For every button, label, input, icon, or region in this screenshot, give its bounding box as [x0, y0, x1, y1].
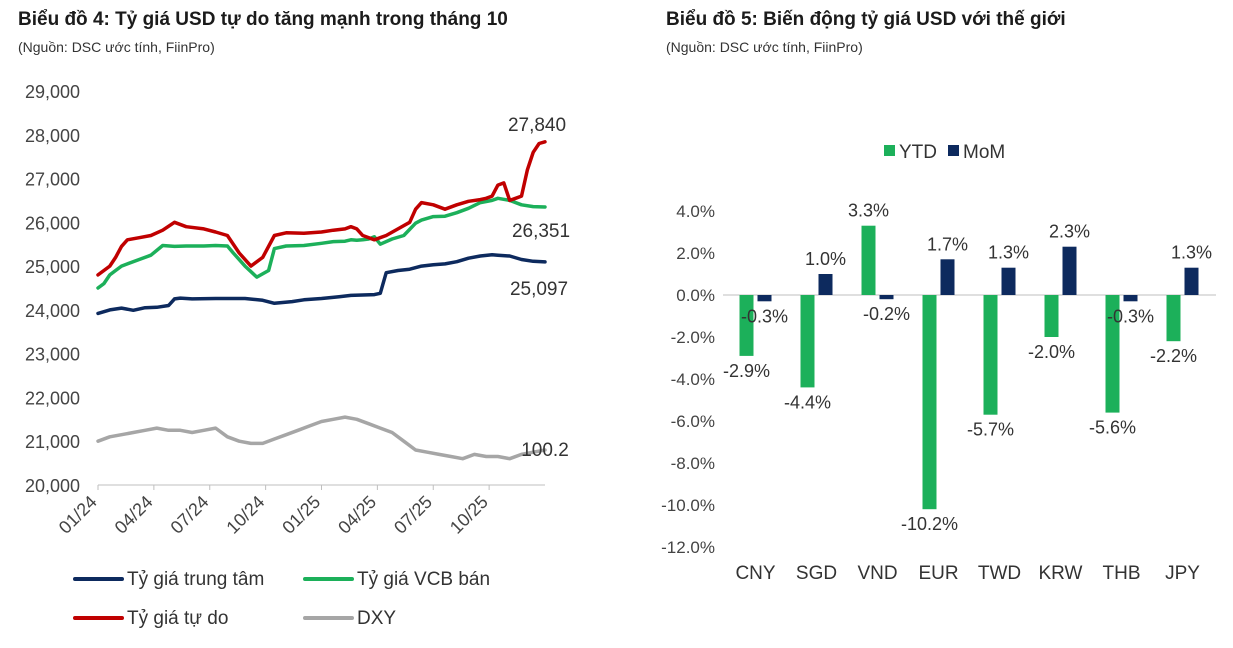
category-label: CNY	[735, 563, 775, 584]
bar-ytd-twd	[983, 295, 998, 415]
bar-ytd-eur	[922, 295, 937, 510]
x-tick-label: 10/25	[446, 492, 492, 538]
bar-mom-thb	[1123, 295, 1138, 302]
category-label: TWD	[978, 563, 1021, 584]
end-label: 26,351	[512, 221, 570, 242]
y-tick-label: 0.0%	[676, 286, 715, 305]
y-tick-label: 25,000	[25, 257, 80, 277]
legend-label: Tỷ giá VCB bán	[357, 569, 490, 590]
x-tick-label: 01/25	[278, 492, 324, 538]
x-tick-label: 01/24	[55, 492, 101, 538]
data-label: 1.3%	[1171, 243, 1212, 263]
bar-ytd-cny	[739, 295, 754, 356]
y-tick-label: 22,000	[25, 388, 80, 408]
y-tick-label: 29,000	[25, 82, 80, 102]
y-tick-label: 28,000	[25, 126, 80, 146]
end-label: 25,097	[510, 279, 568, 300]
chart2-source: (Nguồn: DSC ước tính, FiinPro)	[666, 39, 863, 55]
x-tick-label: 07/25	[390, 492, 436, 538]
chart1-svg: 20,000 21,000 22,000 23,000 24,000 25,000 26,0…	[25, 82, 570, 629]
data-label: -0.3%	[741, 306, 788, 326]
bar-ytd-thb	[1105, 295, 1120, 413]
bar-mom-eur	[940, 259, 955, 295]
bar-mom-sgd	[818, 274, 833, 295]
x-tick-label: 04/25	[334, 492, 380, 538]
data-label: -0.3%	[1107, 306, 1154, 326]
series-line-tỷ-giá-trung-tâm	[96, 252, 547, 316]
y-tick-label: 4.0%	[676, 202, 715, 221]
data-label: -0.2%	[863, 304, 910, 324]
bar-mom-cny	[757, 295, 772, 302]
category-label: EUR	[918, 563, 958, 584]
data-label: 1.3%	[988, 243, 1029, 263]
legend-swatch	[948, 145, 959, 156]
data-label: 1.7%	[927, 234, 968, 254]
chart2-svg: 4.0% 2.0% 0.0% -2.0% -4.0% -6.0% -8.0% -10.0% -1…	[661, 142, 1216, 584]
category-label: VND	[857, 563, 897, 584]
bar-mom-twd	[1001, 267, 1016, 295]
y-tick-label: -2.0%	[671, 328, 715, 347]
end-label: 27,840	[508, 115, 566, 136]
data-label: -2.2%	[1150, 346, 1197, 366]
y-tick-label: 23,000	[25, 345, 80, 365]
chart1-title: Biểu đồ 4: Tỷ giá USD tự do tăng mạnh tr…	[18, 9, 508, 30]
data-label: -10.2%	[901, 514, 958, 534]
series-line-tỷ-giá-vcb-bán	[96, 196, 547, 290]
data-label: -2.0%	[1028, 342, 1075, 362]
legend-label: Tỷ giá trung tâm	[127, 569, 264, 590]
bar-ytd-sgd	[800, 295, 815, 388]
series-line-tỷ-giá-tự-do	[96, 140, 547, 277]
bar-mom-jpy	[1184, 267, 1199, 295]
y-tick-label: 20,000	[25, 476, 80, 496]
x-tick-label: 10/24	[222, 492, 268, 538]
x-tick-label: 07/24	[167, 492, 213, 538]
category-label: THB	[1103, 563, 1141, 584]
y-tick-label: -10.0%	[661, 496, 715, 515]
data-label: 1.0%	[805, 249, 846, 269]
y-tick-label: 26,000	[25, 213, 80, 233]
bar-ytd-krw	[1044, 295, 1059, 337]
category-label: KRW	[1039, 563, 1083, 584]
y-tick-label: 2.0%	[676, 244, 715, 263]
chart2-title: Biểu đồ 5: Biến động tỷ giá USD với thế …	[666, 9, 1066, 30]
data-label: -5.6%	[1089, 418, 1136, 438]
data-label: 2.3%	[1049, 222, 1090, 242]
data-label: -2.9%	[723, 361, 770, 381]
y-tick-label: 24,000	[25, 301, 80, 321]
bar-ytd-jpy	[1166, 295, 1181, 342]
legend-label: MoM	[963, 142, 1005, 163]
y-tick-label: -6.0%	[671, 412, 715, 431]
x-tick-label: 04/24	[111, 492, 157, 538]
bar-mom-krw	[1062, 246, 1077, 295]
legend-label: Tỷ giá tự do	[127, 608, 228, 629]
data-label: -4.4%	[784, 392, 831, 412]
category-label: SGD	[796, 563, 837, 584]
y-tick-label: -4.0%	[671, 370, 715, 389]
legend-swatch	[884, 145, 895, 156]
series-line-dxy	[96, 415, 547, 461]
data-label: -5.7%	[967, 420, 1014, 440]
end-label: 100.2	[521, 440, 569, 461]
y-tick-label: 21,000	[25, 432, 80, 452]
bar-ytd-vnd	[861, 225, 876, 295]
data-label: 3.3%	[848, 201, 889, 221]
category-label: JPY	[1165, 563, 1200, 584]
bar-mom-vnd	[879, 295, 894, 300]
y-tick-label: -12.0%	[661, 538, 715, 557]
chart1-source: (Nguồn: DSC ước tính, FiinPro)	[18, 39, 215, 55]
legend-label: YTD	[899, 142, 937, 163]
y-tick-label: 27,000	[25, 170, 80, 190]
legend-label: DXY	[357, 608, 396, 629]
y-tick-label: -8.0%	[671, 454, 715, 473]
